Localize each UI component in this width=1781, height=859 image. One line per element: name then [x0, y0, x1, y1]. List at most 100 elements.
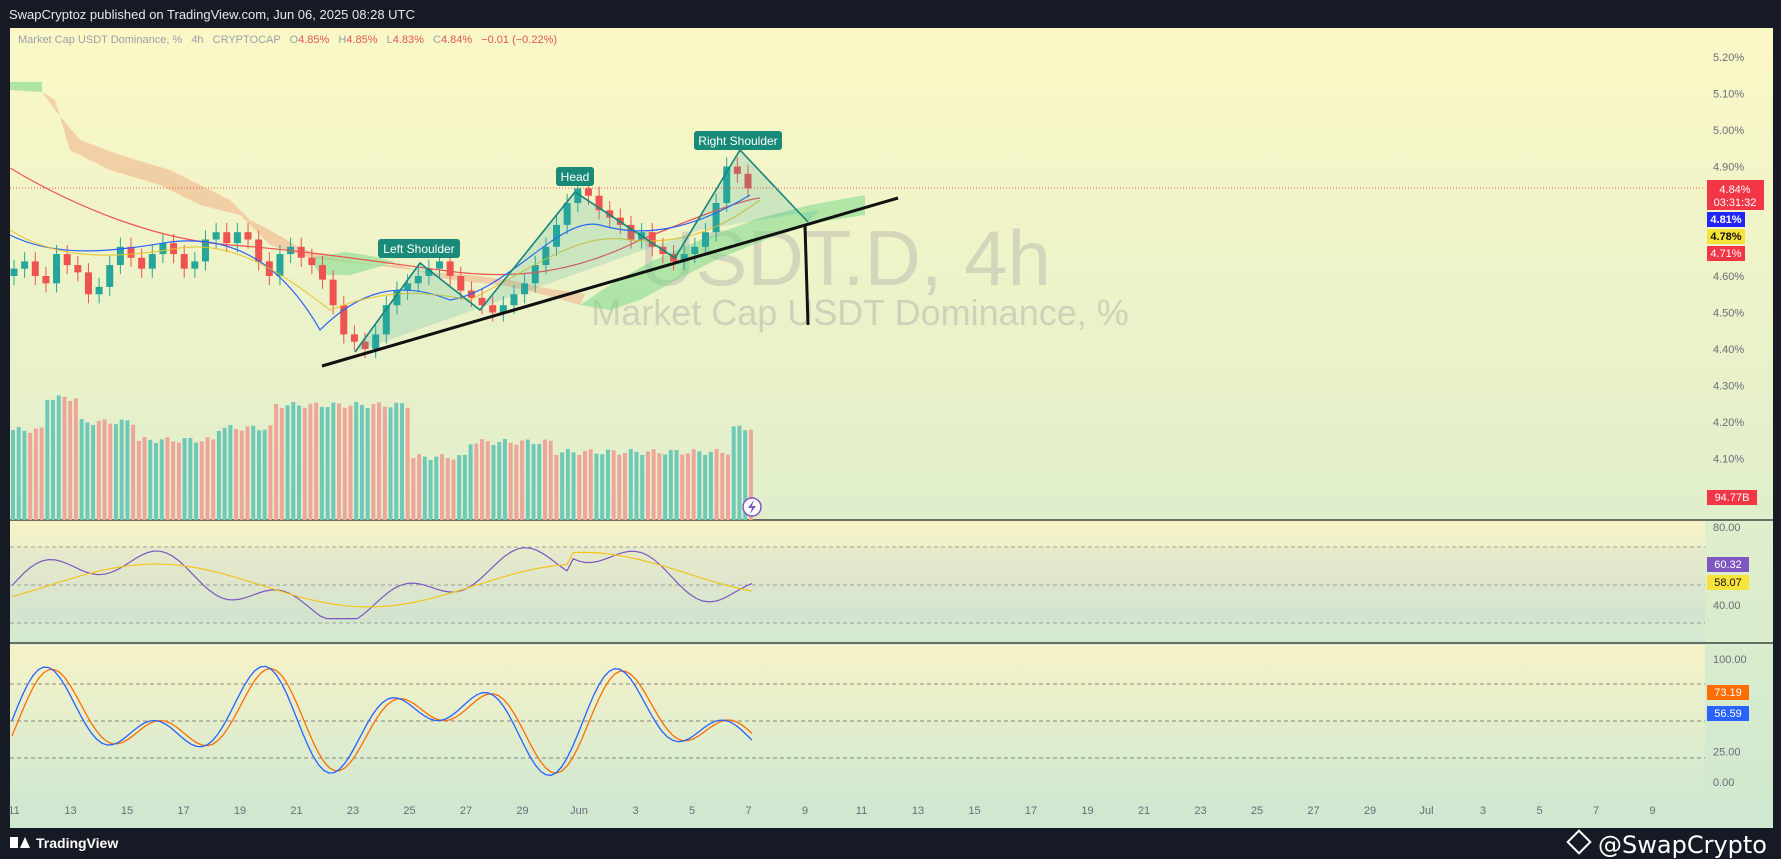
- candle-body[interactable]: [478, 297, 486, 306]
- candle-body[interactable]: [595, 195, 603, 211]
- candle-body[interactable]: [553, 224, 561, 247]
- high-label: H: [338, 34, 347, 46]
- symbol-header[interactable]: Market Cap USDT Dominance, % 4h CRYPTOCA…: [18, 34, 557, 46]
- candle-body[interactable]: [393, 290, 401, 306]
- candle-body[interactable]: [318, 265, 326, 280]
- interval: 4h: [191, 34, 204, 46]
- lightning-icon[interactable]: [742, 497, 762, 517]
- candle-body[interactable]: [138, 257, 146, 269]
- candle-body[interactable]: [127, 246, 135, 258]
- candle-body[interactable]: [414, 276, 422, 284]
- head-label-bg[interactable]: [556, 167, 594, 186]
- candle-body[interactable]: [340, 305, 348, 335]
- candle-body[interactable]: [521, 283, 529, 295]
- candle-body[interactable]: [329, 279, 337, 306]
- candle-body[interactable]: [255, 239, 263, 262]
- candle-body[interactable]: [53, 254, 61, 284]
- candle-body[interactable]: [21, 261, 29, 269]
- rsi-badge: [1707, 557, 1749, 572]
- candle-body[interactable]: [606, 210, 614, 218]
- tradingview-logo[interactable]: TradingView: [10, 835, 118, 851]
- stoch-pane[interactable]: [10, 665, 1705, 776]
- time-tick: 5: [689, 805, 695, 817]
- candle-body[interactable]: [723, 166, 731, 204]
- rsi-pane-bg: [10, 520, 1705, 642]
- candle-body[interactable]: [31, 261, 39, 276]
- target-projection[interactable]: [803, 224, 810, 326]
- candle-body[interactable]: [180, 254, 188, 269]
- candle-body[interactable]: [489, 305, 497, 313]
- candle-body[interactable]: [531, 265, 539, 284]
- stoch-k-line[interactable]: [11, 665, 753, 776]
- volume-bar: [685, 453, 690, 520]
- candle-body[interactable]: [563, 203, 571, 225]
- stoch-axis[interactable]: 100.00 25.00 0.00: [1713, 654, 1747, 789]
- left-shoulder-label-bg[interactable]: [378, 239, 460, 258]
- candle-body[interactable]: [404, 283, 412, 291]
- time-axis[interactable]: 11 13 15 17 19 21 23 25 27 29 Jun 3 5 7 9 11 13 15 17 19 21 2…: [8, 805, 1655, 817]
- candle-body[interactable]: [350, 334, 358, 342]
- candle-body[interactable]: [308, 257, 316, 266]
- volume-bars[interactable]: [11, 395, 753, 520]
- volume-badge: [1707, 490, 1757, 505]
- candle-body[interactable]: [212, 232, 220, 240]
- volume-bar: [674, 450, 679, 520]
- candle-body[interactable]: [425, 268, 433, 276]
- candle-body[interactable]: [457, 276, 465, 291]
- candle-body[interactable]: [701, 232, 709, 247]
- candle-body[interactable]: [372, 334, 380, 349]
- candle-body[interactable]: [159, 243, 167, 255]
- candle-body[interactable]: [233, 232, 241, 244]
- candle-body[interactable]: [74, 265, 82, 273]
- candle-body[interactable]: [148, 254, 156, 269]
- rsi-ma-line[interactable]: [11, 551, 753, 608]
- time-tick: 21: [1138, 805, 1150, 817]
- candle-body[interactable]: [648, 232, 656, 247]
- candle-body[interactable]: [42, 276, 50, 284]
- candle-body[interactable]: [244, 232, 252, 240]
- volume-bar: [125, 420, 130, 520]
- candle-body[interactable]: [436, 261, 444, 269]
- right-shoulder-label-bg[interactable]: [694, 131, 782, 150]
- rsi-pane[interactable]: [10, 546, 1705, 624]
- candle-body[interactable]: [10, 268, 18, 276]
- price-tick: 4.10%: [1713, 454, 1744, 466]
- volume-bar: [79, 419, 84, 520]
- pattern-labels[interactable]: Left Shoulder Head Right Shoulder: [378, 131, 782, 258]
- candle-body[interactable]: [95, 286, 103, 295]
- stoch-d-line[interactable]: [11, 667, 753, 774]
- rsi-axis[interactable]: 80.00 40.00: [1713, 522, 1741, 612]
- candle-body[interactable]: [446, 261, 454, 276]
- candle-body[interactable]: [680, 254, 688, 262]
- candle-body[interactable]: [223, 232, 231, 244]
- candle-body[interactable]: [382, 305, 390, 335]
- candle-body[interactable]: [627, 224, 635, 240]
- candle-body[interactable]: [542, 246, 550, 266]
- time-tick: 25: [1251, 805, 1263, 817]
- neckline[interactable]: [321, 196, 899, 368]
- volume-bar: [119, 419, 124, 520]
- volume-bar: [468, 444, 473, 520]
- candle-body[interactable]: [574, 188, 582, 203]
- candle-body[interactable]: [191, 261, 199, 269]
- candle-body[interactable]: [201, 239, 209, 262]
- candle-body[interactable]: [691, 246, 699, 255]
- candle-body[interactable]: [733, 166, 741, 174]
- candle-body[interactable]: [361, 341, 369, 349]
- volume-bar: [617, 454, 622, 520]
- candle-body[interactable]: [712, 203, 720, 233]
- rsi-line[interactable]: [11, 547, 753, 620]
- tradingview-brand: TradingView: [36, 835, 119, 851]
- candle-body[interactable]: [63, 254, 71, 266]
- candle-body[interactable]: [499, 305, 507, 313]
- volume-bar: [165, 437, 170, 520]
- candle-body[interactable]: [106, 265, 114, 287]
- candle-body[interactable]: [116, 246, 124, 266]
- low-label: L: [386, 34, 393, 46]
- candle-body[interactable]: [84, 272, 92, 295]
- candle-body[interactable]: [510, 294, 518, 306]
- candle-body[interactable]: [744, 173, 752, 189]
- candle-body[interactable]: [276, 254, 284, 276]
- candle-body[interactable]: [584, 188, 592, 196]
